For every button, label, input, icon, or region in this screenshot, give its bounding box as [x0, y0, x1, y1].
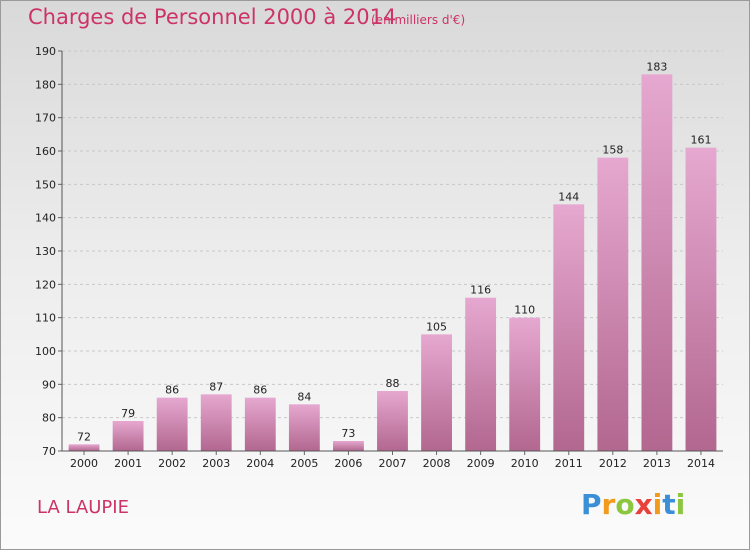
x-tick-label: 2006: [334, 457, 362, 470]
y-tick-label: 180: [35, 78, 56, 91]
logo-letter: o: [615, 488, 635, 521]
bar-value-label: 144: [558, 190, 579, 203]
bar: [68, 444, 100, 451]
bar: [377, 391, 408, 451]
bar: [553, 204, 585, 451]
axes: [58, 50, 723, 455]
bar: [597, 157, 629, 451]
bar-value-label: 86: [165, 384, 179, 397]
bar-value-label: 88: [386, 377, 400, 390]
logo-letter: r: [601, 488, 616, 521]
y-tick-label: 170: [35, 112, 56, 125]
y-tick-label: 150: [35, 178, 56, 191]
bar: [421, 334, 452, 451]
x-tick-label: 2007: [379, 457, 407, 470]
y-tick-label: 130: [35, 245, 56, 258]
bar: [333, 441, 364, 451]
bar-value-label: 110: [514, 304, 535, 317]
bar-value-label: 158: [602, 144, 623, 157]
y-tick-label: 70: [42, 445, 56, 458]
chart-title: Charges de Personnel 2000 à 2014: [28, 5, 397, 29]
logo-letter: P: [581, 488, 602, 521]
bar-value-label: 73: [341, 427, 355, 440]
x-tick-label: 2011: [555, 457, 583, 470]
y-tick-label: 100: [35, 345, 56, 358]
x-tick-label: 2010: [511, 457, 539, 470]
bar: [200, 394, 232, 451]
bar: [509, 317, 541, 451]
x-tick-label: 2013: [643, 457, 671, 470]
y-tick-label: 140: [35, 212, 56, 225]
x-tick-label: 2005: [290, 457, 318, 470]
bar: [465, 297, 497, 451]
y-tick-label: 90: [42, 378, 56, 391]
x-tick-label: 2009: [467, 457, 495, 470]
bar-value-label: 105: [426, 320, 447, 333]
bar: [288, 404, 320, 451]
x-tick-label: 2003: [202, 457, 230, 470]
bar: [244, 397, 276, 451]
y-tick-label: 160: [35, 145, 56, 158]
bar-value-label: 84: [297, 390, 311, 403]
town-name: LA LAUPIE: [37, 497, 129, 518]
logo-letter: i: [675, 488, 686, 521]
bar-value-label: 86: [253, 384, 267, 397]
bar-value-label: 79: [121, 407, 135, 420]
x-tick-label: 2002: [158, 457, 186, 470]
x-tick-label: 2001: [114, 457, 142, 470]
proxiti-logo: Proxiti: [581, 488, 685, 521]
bar: [685, 147, 717, 451]
bar-value-label: 72: [77, 430, 91, 443]
y-tick-label: 80: [42, 412, 56, 425]
bar-value-label: 161: [690, 134, 711, 147]
x-tick-label: 2000: [70, 457, 98, 470]
labels: 70 80 90 100 110 120 130 140 150 160 170 180 190 72 20…: [35, 45, 715, 470]
bar-value-label: 183: [646, 60, 667, 73]
bar-value-label: 87: [209, 380, 223, 393]
logo-letter: i: [652, 488, 663, 521]
chart-subtitle: (en milliers d'€): [371, 13, 466, 27]
x-tick-label: 2014: [687, 457, 715, 470]
bars: [68, 74, 717, 451]
y-tick-label: 120: [35, 278, 56, 291]
y-tick-label: 110: [35, 312, 56, 325]
logo-letter: x: [634, 488, 653, 521]
bar-value-label: 116: [470, 284, 491, 297]
x-tick-label: 2004: [246, 457, 274, 470]
bar: [641, 74, 673, 451]
bar: [156, 397, 188, 451]
y-tick-label: 190: [35, 45, 56, 58]
x-tick-label: 2008: [423, 457, 451, 470]
bar: [112, 421, 144, 451]
x-tick-label: 2012: [599, 457, 627, 470]
logo-letter: t: [662, 488, 676, 521]
